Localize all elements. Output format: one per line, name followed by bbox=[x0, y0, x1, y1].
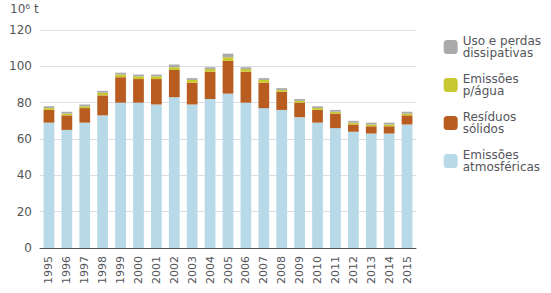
svg-text:40: 40 bbox=[17, 168, 32, 182]
svg-text:120: 120 bbox=[9, 23, 32, 37]
svg-text:2008: 2008 bbox=[275, 256, 288, 284]
svg-text:2001: 2001 bbox=[150, 256, 163, 284]
svg-text:2003: 2003 bbox=[186, 256, 199, 284]
svg-text:2014: 2014 bbox=[383, 256, 396, 284]
svg-text:1997: 1997 bbox=[78, 256, 91, 284]
svg-text:Uso e perdas: Uso e perdas bbox=[462, 34, 541, 48]
svg-text:60: 60 bbox=[17, 132, 32, 146]
svg-text:2004: 2004 bbox=[204, 256, 217, 284]
svg-text:2011: 2011 bbox=[329, 256, 342, 284]
svg-text:p/água: p/água bbox=[463, 84, 505, 98]
svg-text:2015: 2015 bbox=[401, 256, 414, 284]
svg-text:2000: 2000 bbox=[132, 256, 145, 284]
svg-text:atmosféricas: atmosféricas bbox=[463, 160, 540, 174]
svg-text:80: 80 bbox=[17, 96, 32, 110]
svg-text:2013: 2013 bbox=[365, 256, 378, 284]
svg-text:1998: 1998 bbox=[96, 256, 109, 284]
svg-text:2005: 2005 bbox=[222, 256, 235, 284]
svg-text:100: 100 bbox=[9, 59, 32, 73]
svg-text:2012: 2012 bbox=[347, 256, 360, 284]
svg-text:Emissões: Emissões bbox=[462, 72, 519, 86]
svg-text:20: 20 bbox=[17, 205, 32, 219]
svg-text:2009: 2009 bbox=[293, 256, 306, 284]
svg-text:0: 0 bbox=[24, 241, 32, 255]
svg-text:2010: 2010 bbox=[311, 256, 324, 284]
svg-text:2007: 2007 bbox=[257, 256, 270, 284]
svg-text:dissipativas: dissipativas bbox=[463, 46, 534, 60]
svg-text:10⁶ t: 10⁶ t bbox=[10, 2, 39, 16]
svg-text:sólidos: sólidos bbox=[463, 122, 504, 136]
svg-text:2006: 2006 bbox=[239, 256, 252, 284]
svg-text:Emissões: Emissões bbox=[462, 148, 519, 162]
svg-text:1996: 1996 bbox=[60, 256, 73, 284]
svg-text:Resíduos: Resíduos bbox=[462, 110, 517, 124]
svg-text:2002: 2002 bbox=[168, 256, 181, 284]
svg-text:1995: 1995 bbox=[42, 256, 55, 284]
svg-text:1999: 1999 bbox=[114, 256, 127, 284]
